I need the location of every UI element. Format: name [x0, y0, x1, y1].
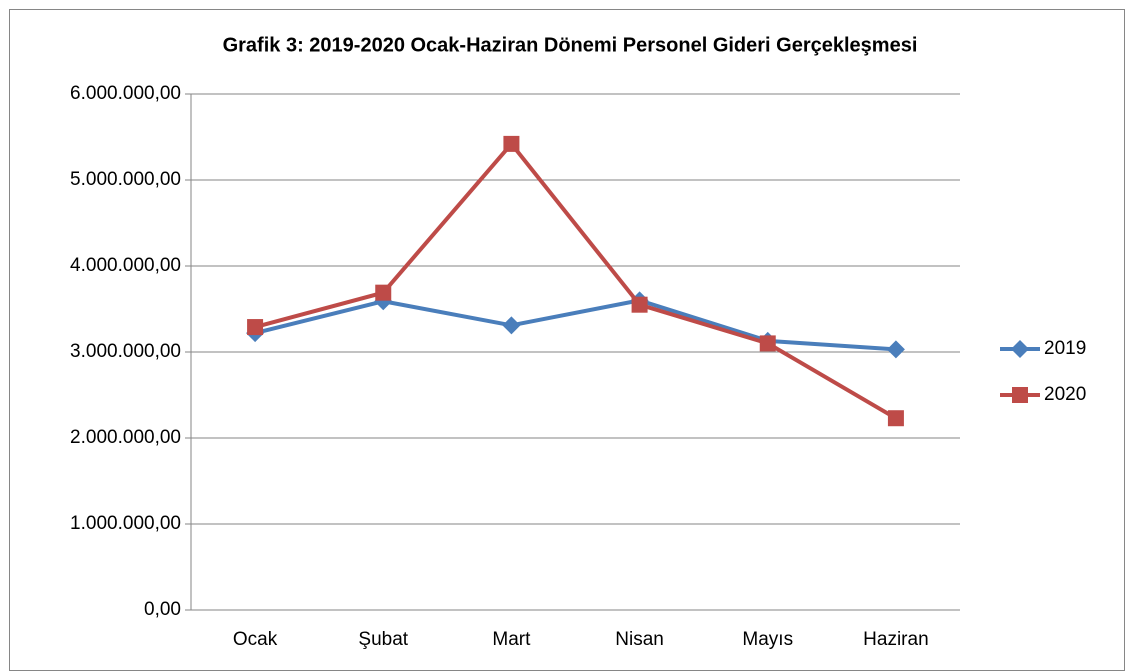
x-tick-label: Ocak [233, 629, 278, 650]
x-tick-label: Mayıs [742, 629, 793, 650]
marker [502, 316, 521, 335]
y-tick-label: 3.000.000,00 [70, 341, 181, 362]
marker [886, 340, 905, 359]
marker [631, 296, 648, 313]
marker [1012, 387, 1028, 403]
series-line [254, 298, 897, 352]
x-tick-label: Şubat [358, 629, 408, 650]
x-tick-label: Haziran [863, 629, 928, 650]
x-tick-label: Nisan [615, 629, 664, 650]
y-tick-label: 4.000.000,00 [70, 255, 181, 276]
marker [759, 335, 776, 352]
marker [1011, 340, 1029, 358]
x-tick-label: Mart [492, 629, 531, 650]
marker [503, 135, 520, 152]
marker [887, 410, 904, 427]
legend-label: 2020 [1044, 384, 1086, 405]
y-tick-label: 0,00 [144, 599, 181, 620]
legend-label: 2019 [1044, 338, 1086, 359]
y-tick-label: 6.000.000,00 [70, 83, 181, 104]
y-tick-label: 2.000.000,00 [70, 427, 181, 448]
chart-frame [9, 9, 1125, 671]
chart-title: Grafik 3: 2019-2020 Ocak-Haziran Dönemi … [223, 34, 918, 56]
marker [375, 284, 392, 301]
y-tick-label: 1.000.000,00 [70, 513, 181, 534]
marker [247, 319, 264, 336]
series-line [254, 141, 897, 420]
y-tick-label: 5.000.000,00 [70, 169, 181, 190]
